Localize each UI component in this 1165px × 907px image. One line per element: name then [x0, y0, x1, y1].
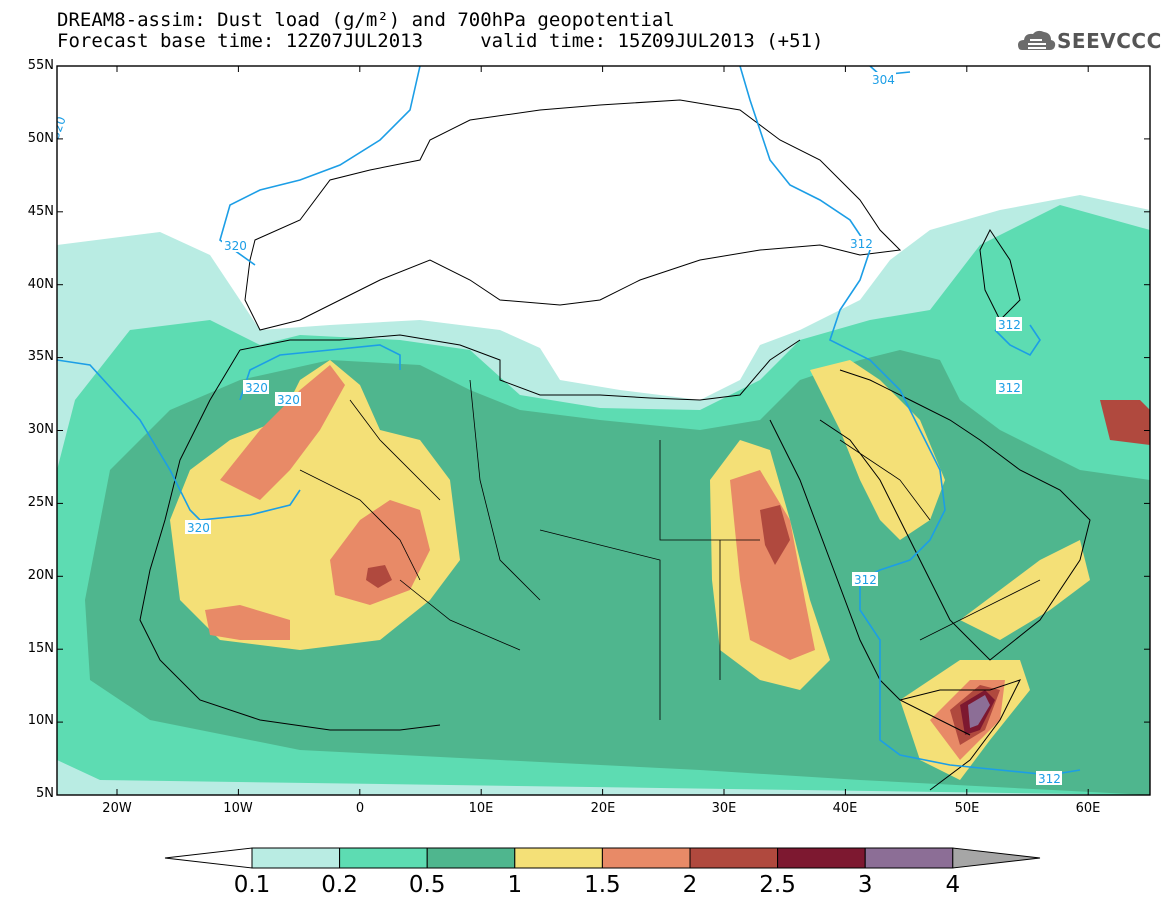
colorbar-label: 2.5 — [759, 872, 796, 898]
contour-label: 320 — [48, 115, 69, 141]
dust-region-2-west — [366, 565, 392, 588]
contour-label: 312 — [998, 318, 1021, 332]
contour-label: 312 — [850, 237, 873, 251]
dust-region-2-east — [760, 505, 790, 565]
lat-label: 50N — [27, 131, 54, 146]
coastline-europe — [244, 99, 902, 331]
dust-region-1.5-sw — [205, 605, 290, 640]
dust-region-1.5-east — [730, 470, 815, 660]
lon-label: 20W — [102, 801, 132, 816]
dust-region-1.5-west — [330, 500, 430, 605]
forecast-times: Forecast base time: 12Z07JUL2013 valid t… — [57, 30, 824, 52]
lon-label: 10E — [468, 801, 494, 816]
lat-label: 20N — [27, 568, 54, 583]
colorbar-label: 3 — [857, 872, 873, 898]
contour-label: 320 — [187, 521, 210, 535]
geopotential-contour-320-coast — [239, 344, 401, 401]
cloud-logo-icon — [1018, 30, 1056, 50]
coastline-africa-west — [139, 349, 441, 731]
lon-label: 0 — [355, 801, 365, 816]
colorbar-label: 1.5 — [584, 872, 621, 898]
lon-label: 10W — [223, 801, 253, 816]
lat-label: 15N — [27, 641, 54, 656]
lat-label: 30N — [27, 422, 54, 437]
lat-label: 25N — [27, 495, 54, 510]
map-title: DREAM8-assim: Dust load (g/m²) and 700hP… — [57, 9, 675, 31]
lon-label: 40E — [832, 801, 858, 816]
colorbar-label: 1 — [507, 872, 523, 898]
contour-label: 312 — [998, 381, 1021, 395]
dust-region-3-horn — [968, 695, 990, 728]
contour-label: 304 — [872, 73, 895, 87]
lon-label: 50E — [954, 801, 980, 816]
colorbar-label: 0.5 — [408, 872, 446, 898]
lat-label: 40N — [27, 277, 54, 292]
contour-label: 320 — [245, 381, 268, 395]
colorbar-label: 0.1 — [233, 872, 271, 898]
lat-label: 55N — [27, 58, 54, 73]
geopotential-contour-320-north — [219, 66, 421, 266]
dust-region-1-oman — [960, 540, 1090, 640]
lat-label: 35N — [27, 349, 54, 364]
lon-label: 30E — [711, 801, 737, 816]
dust-region-2-gulf — [1100, 400, 1150, 445]
colorbar-label: 2 — [682, 872, 698, 898]
lon-label: 60E — [1075, 801, 1101, 816]
country-borders — [299, 379, 1041, 720]
coastline-red-sea — [769, 419, 971, 736]
lat-label: 5N — [36, 786, 54, 801]
contour-label: 320 — [224, 239, 247, 253]
geopotential-contour-320-south — [57, 359, 301, 521]
logo-text: SEEVCCC — [1057, 29, 1162, 53]
coastline-horn — [899, 679, 1021, 791]
geopotential-contour-312-caspian — [994, 324, 1041, 357]
contour-label: 320 — [277, 393, 300, 407]
dust-region-1.5-nw — [220, 365, 345, 500]
contour-label: 312 — [854, 573, 877, 587]
colorbar-label: 4 — [945, 872, 961, 898]
lat-label: 45N — [27, 204, 54, 219]
colorbar-label: 0.2 — [321, 872, 358, 898]
coastline-arabia — [819, 369, 1091, 661]
lon-label: 20E — [590, 801, 616, 816]
contour-label: 312 — [1038, 772, 1061, 786]
lat-label: 10N — [27, 713, 54, 728]
geopotential-contour-312 — [739, 66, 1081, 776]
coastline-africa-north — [239, 334, 801, 401]
